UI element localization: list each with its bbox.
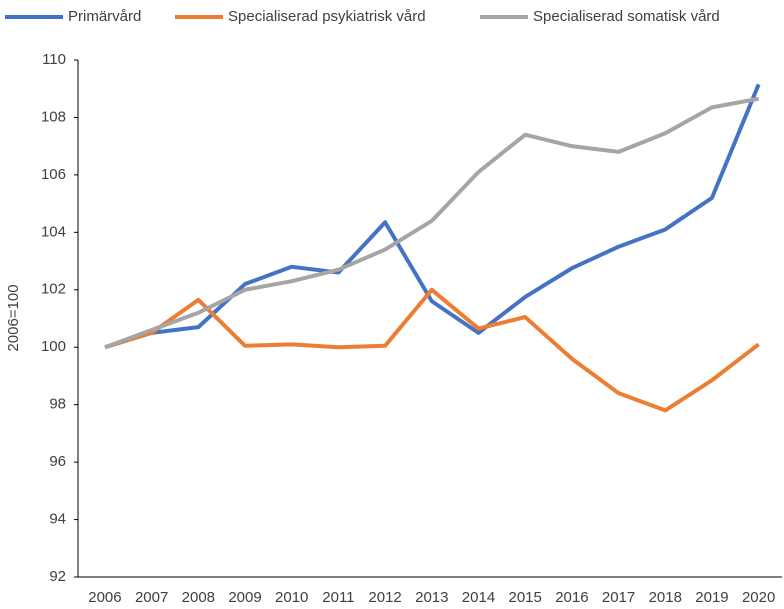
x-tick-label: 2015 bbox=[508, 589, 541, 606]
x-tick-label: 2018 bbox=[649, 589, 682, 606]
y-tick-label: 102 bbox=[41, 281, 66, 298]
y-tick-label: 96 bbox=[49, 453, 66, 470]
legend-label: Primärvård bbox=[68, 8, 141, 25]
x-tick-label: 2020 bbox=[742, 589, 775, 606]
y-tick-label: 104 bbox=[41, 223, 66, 240]
x-tick-label: 2017 bbox=[602, 589, 635, 606]
x-tick-label: 2019 bbox=[695, 589, 728, 606]
x-tick-label: 2016 bbox=[555, 589, 588, 606]
x-tick-label: 2010 bbox=[275, 589, 308, 606]
x-tick-label: 2006 bbox=[88, 589, 121, 606]
line-series bbox=[104, 83, 761, 350]
x-tick-label: 2013 bbox=[415, 589, 448, 606]
line-series bbox=[104, 96, 760, 350]
x-tick-label: 2007 bbox=[135, 589, 168, 606]
y-axis-label: 2006=100 bbox=[5, 284, 22, 351]
y-tick-label: 98 bbox=[49, 396, 66, 413]
y-tick-label: 110 bbox=[42, 51, 66, 68]
y-tick-label: 108 bbox=[41, 108, 66, 125]
line-series bbox=[104, 287, 760, 413]
y-tick-label: 106 bbox=[41, 166, 66, 183]
legend-label: Specialiserad somatisk vård bbox=[533, 8, 720, 25]
x-tick-label: 2011 bbox=[322, 589, 354, 606]
y-tick-label: 94 bbox=[49, 511, 66, 528]
x-tick-label: 2012 bbox=[368, 589, 401, 606]
x-tick-label: 2008 bbox=[182, 589, 215, 606]
y-tick-label: 100 bbox=[41, 338, 66, 355]
y-tick-label: 92 bbox=[49, 568, 66, 585]
x-tick-label: 2009 bbox=[228, 589, 261, 606]
x-tick-label: 2014 bbox=[462, 589, 495, 606]
legend-label: Specialiserad psykiatrisk vård bbox=[228, 8, 426, 25]
